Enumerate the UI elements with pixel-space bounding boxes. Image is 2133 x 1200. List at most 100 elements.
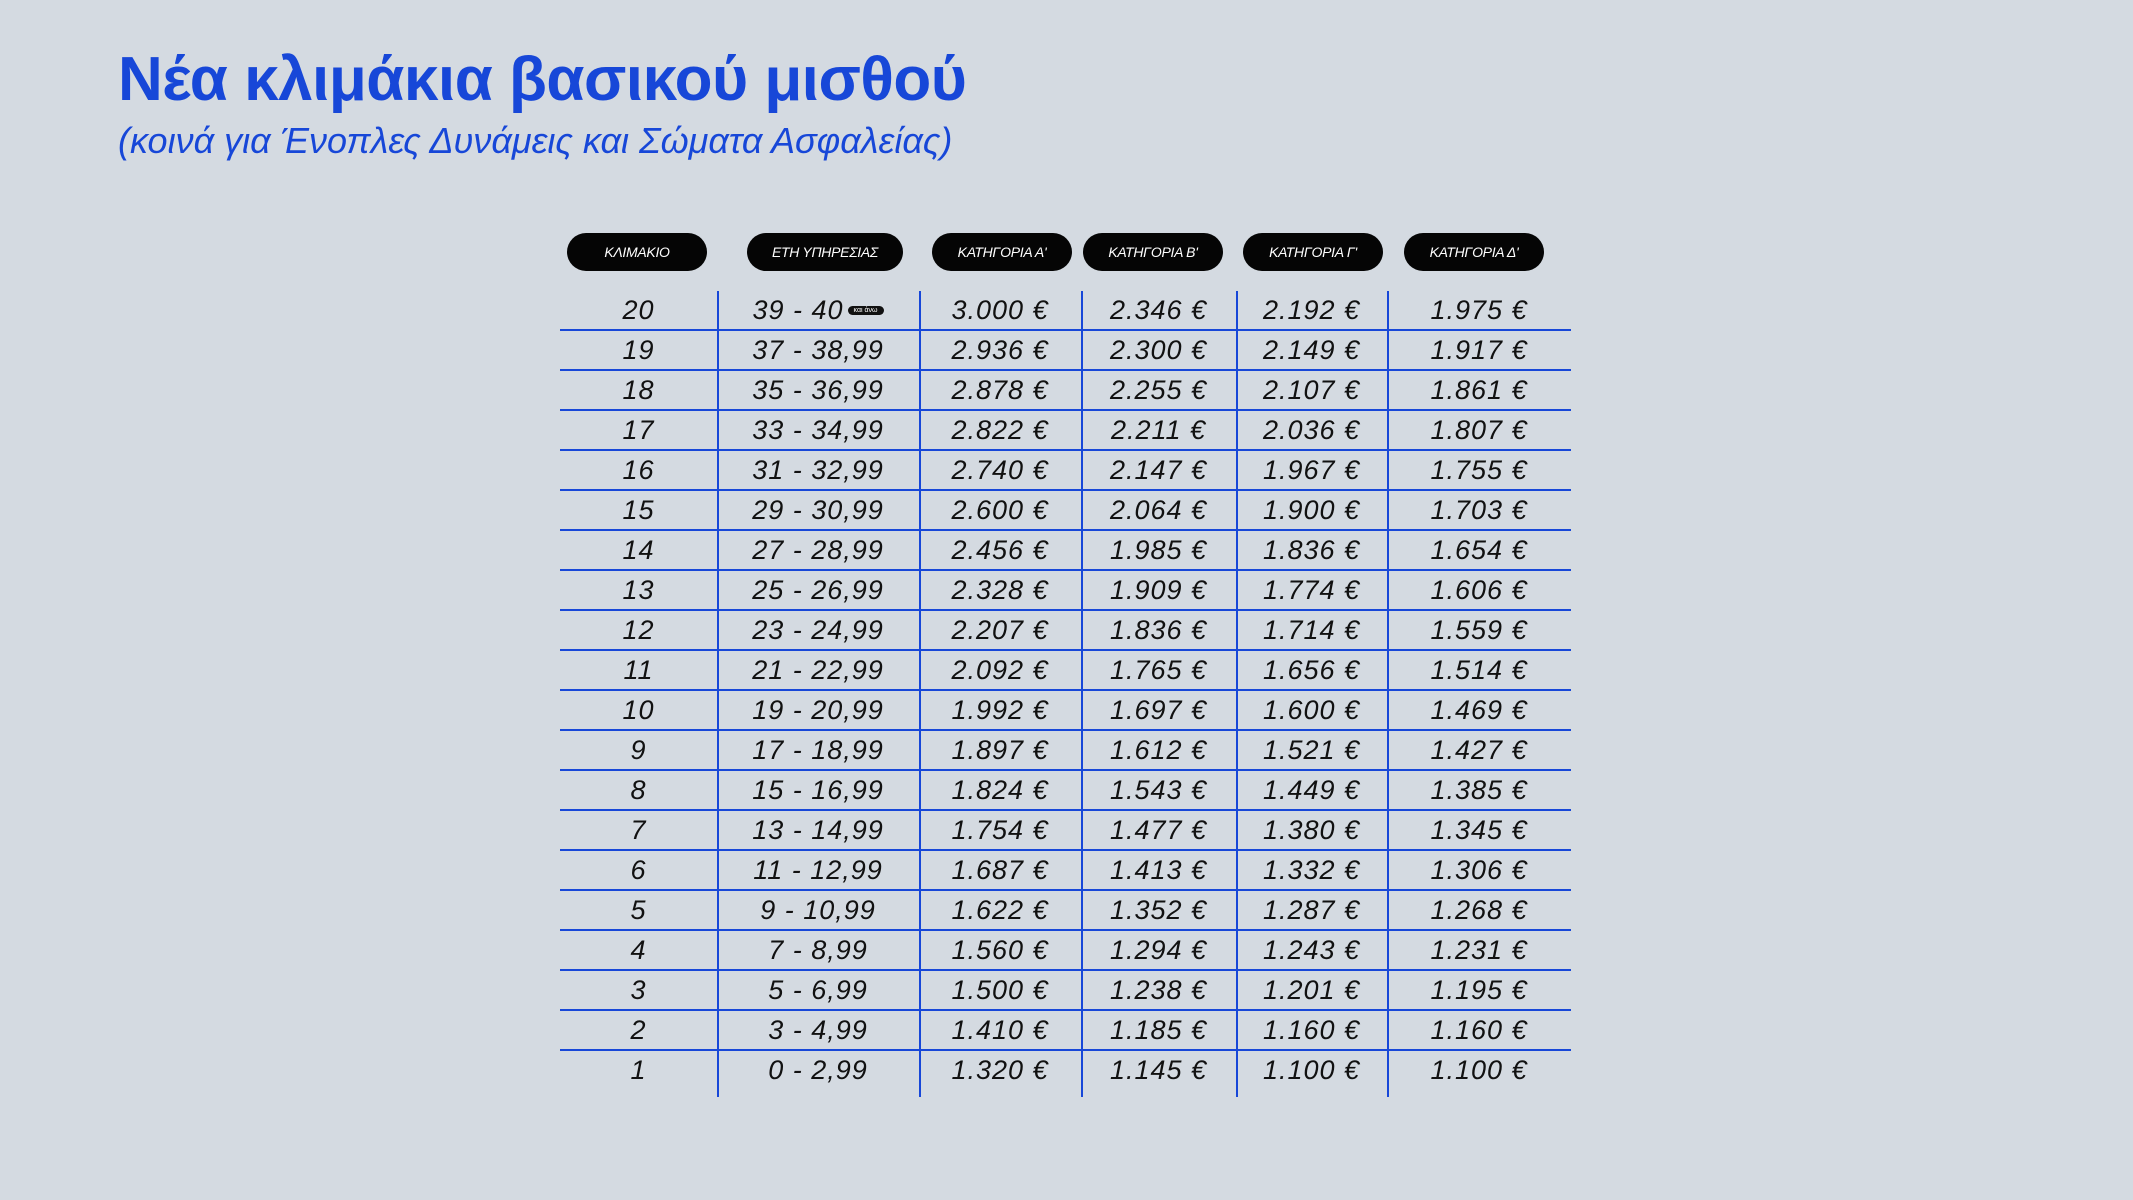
cell-text: 29 - 30,99 <box>752 494 884 525</box>
table-cell: 2.936 € <box>919 331 1081 369</box>
salary-table: 20 39 - 40 και άνω 3.000 € 2.346 € 2.192 € 1.9… <box>560 291 1571 1096</box>
cell-text: 1.449 € <box>1262 774 1361 805</box>
cell-text: 1.606 € <box>1430 574 1528 605</box>
cell-text: 6 <box>630 854 647 885</box>
table-cell: 2.211 € <box>1081 411 1236 449</box>
cell-text: 1.765 € <box>1109 654 1208 685</box>
column-header: ΚΑΤΗΓΟΡΙΑ Γ' <box>1243 233 1383 271</box>
table-cell: 1.897 € <box>919 731 1081 769</box>
table-cell: 1.238 € <box>1081 971 1236 1009</box>
cell-text: 1.656 € <box>1262 654 1361 685</box>
table-cell: 2.255 € <box>1081 371 1236 409</box>
cell-text: 1.469 € <box>1430 694 1528 725</box>
cell-text: 2.456 € <box>951 534 1049 565</box>
table-row: 5 9 - 10,99 1.622 € 1.352 € 1.287 € 1.268 € <box>560 891 1571 931</box>
cell-text: 2.878 € <box>951 374 1049 405</box>
cell-text: 1.836 € <box>1109 614 1208 645</box>
table-cell: 25 - 26,99 <box>717 571 919 609</box>
table-cell: 1.469 € <box>1387 691 1571 729</box>
table-cell: 5 <box>560 891 717 929</box>
table-cell: 1.352 € <box>1081 891 1236 929</box>
table-cell: 1.714 € <box>1236 611 1387 649</box>
table-cell: 9 <box>560 731 717 769</box>
table-cell: 5 - 6,99 <box>717 971 919 1009</box>
cell-text: 1.243 € <box>1262 934 1361 965</box>
table-cell: 3 <box>560 971 717 1009</box>
cell-text: 39 - 40 <box>752 294 844 325</box>
cell-text: 17 - 18,99 <box>752 734 884 765</box>
table-cell: 33 - 34,99 <box>717 411 919 449</box>
cell-text: 1.774 € <box>1262 574 1361 605</box>
cell-text: 1.654 € <box>1430 534 1528 565</box>
cell-text: 31 - 32,99 <box>752 454 884 485</box>
cell-text: 1.917 € <box>1430 334 1528 365</box>
cell-text: 23 - 24,99 <box>752 614 884 645</box>
table-cell: 1.975 € <box>1387 291 1571 329</box>
cell-text: 2.328 € <box>951 574 1049 605</box>
table-cell: 1.656 € <box>1236 651 1387 689</box>
cell-text: 1.600 € <box>1262 694 1361 725</box>
table-cell: 1 <box>560 1051 717 1089</box>
table-cell: 27 - 28,99 <box>717 531 919 569</box>
table-row: 6 11 - 12,99 1.687 € 1.413 € 1.332 € 1.306 € <box>560 851 1571 891</box>
table-cell: 1.600 € <box>1236 691 1387 729</box>
table-cell: 1.306 € <box>1387 851 1571 889</box>
cell-text: 1.380 € <box>1262 814 1361 845</box>
table-row: 13 25 - 26,99 2.328 € 1.909 € 1.774 € 1.606 € <box>560 571 1571 611</box>
table-cell: 1.287 € <box>1236 891 1387 929</box>
cell-text: 7 - 8,99 <box>768 934 868 965</box>
table-cell: 39 - 40 και άνω <box>717 291 919 329</box>
cell-text: 25 - 26,99 <box>752 574 884 605</box>
cell-text: 15 <box>622 494 655 525</box>
table-cell: 2.456 € <box>919 531 1081 569</box>
table-cell: 1.100 € <box>1387 1051 1571 1089</box>
cell-text: 1.559 € <box>1430 614 1528 645</box>
table-cell: 1.145 € <box>1081 1051 1236 1089</box>
table-row: 18 35 - 36,99 2.878 € 2.255 € 2.107 € 1.861 € <box>560 371 1571 411</box>
table-cell: 1.231 € <box>1387 931 1571 969</box>
cell-text: 1.195 € <box>1430 974 1528 1005</box>
table-cell: 1.320 € <box>919 1051 1081 1089</box>
cell-text: 2.346 € <box>1109 294 1208 325</box>
cell-text: 2.300 € <box>1109 334 1208 365</box>
table-row: 8 15 - 16,99 1.824 € 1.543 € 1.449 € 1.385 € <box>560 771 1571 811</box>
table-cell: 2.346 € <box>1081 291 1236 329</box>
table-cell: 1.477 € <box>1081 811 1236 849</box>
cell-text: 1.345 € <box>1430 814 1528 845</box>
cell-text: 1.160 € <box>1262 1014 1361 1045</box>
cell-text: 21 - 22,99 <box>752 654 884 685</box>
cell-text: 35 - 36,99 <box>752 374 884 405</box>
table-cell: 1.754 € <box>919 811 1081 849</box>
cell-text: 8 <box>630 774 647 805</box>
table-cell: 1.967 € <box>1236 451 1387 489</box>
table-cell: 1.514 € <box>1387 651 1571 689</box>
cell-text: 11 - 12,99 <box>753 854 883 885</box>
cell-text: 5 <box>630 894 647 925</box>
table-cell: 1.294 € <box>1081 931 1236 969</box>
table-row: 9 17 - 18,99 1.897 € 1.612 € 1.521 € 1.427 € <box>560 731 1571 771</box>
column-header: ΚΑΤΗΓΟΡΙΑ Δ' <box>1404 233 1544 271</box>
table-row: 3 5 - 6,99 1.500 € 1.238 € 1.201 € 1.195 € <box>560 971 1571 1011</box>
table-cell: 19 <box>560 331 717 369</box>
table-cell: 1.697 € <box>1081 691 1236 729</box>
table-cell: 2.064 € <box>1081 491 1236 529</box>
table-cell: 29 - 30,99 <box>717 491 919 529</box>
table-cell: 1.909 € <box>1081 571 1236 609</box>
table-cell: 11 - 12,99 <box>717 851 919 889</box>
cell-text: 1.352 € <box>1109 894 1208 925</box>
table-cell: 8 <box>560 771 717 809</box>
cell-text: 37 - 38,99 <box>752 334 884 365</box>
column-divider <box>919 291 921 1097</box>
cell-text: 1.185 € <box>1109 1014 1208 1045</box>
table-cell: 16 <box>560 451 717 489</box>
cell-text: 1.100 € <box>1430 1054 1528 1085</box>
cell-text: 1.427 € <box>1430 734 1528 765</box>
table-row: 20 39 - 40 και άνω 3.000 € 2.346 € 2.192 € 1.9… <box>560 291 1571 331</box>
table-cell: 1.560 € <box>919 931 1081 969</box>
cell-text: 2.107 € <box>1262 374 1361 405</box>
table-cell: 20 <box>560 291 717 329</box>
table-cell: 9 - 10,99 <box>717 891 919 929</box>
table-cell: 1.765 € <box>1081 651 1236 689</box>
table-cell: 35 - 36,99 <box>717 371 919 409</box>
cell-text: 1.824 € <box>951 774 1049 805</box>
